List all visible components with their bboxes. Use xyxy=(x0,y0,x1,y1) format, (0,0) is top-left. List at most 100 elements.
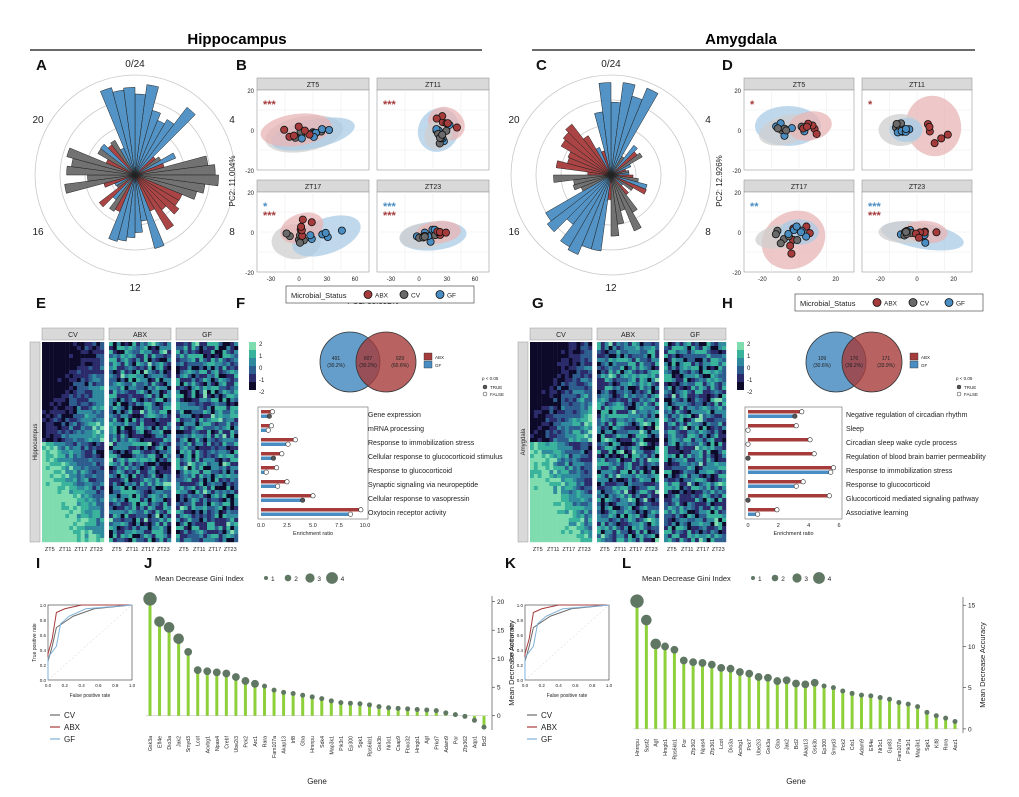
heatmap-cell xyxy=(639,494,644,499)
sample-point xyxy=(282,229,291,238)
heatmap-cell xyxy=(151,530,156,535)
heatmap-cell xyxy=(45,382,50,387)
heatmap-cell xyxy=(667,410,672,415)
heatmap-cell xyxy=(159,350,164,355)
heatmap-cell xyxy=(530,366,535,371)
heatmap-cell xyxy=(57,370,62,375)
heatmap-cell xyxy=(120,366,125,371)
heatmap-cell xyxy=(572,406,577,411)
heatmap-cell xyxy=(163,478,168,483)
heatmap-cell xyxy=(576,422,581,427)
heatmap-cell xyxy=(647,462,652,467)
heatmap-cell xyxy=(679,386,684,391)
heatmap-cell xyxy=(234,382,239,387)
heatmap-cell xyxy=(695,434,700,439)
heatmap-cell xyxy=(199,446,204,451)
heatmap-cell xyxy=(643,462,648,467)
heatmap-col-label: ZT11 xyxy=(193,547,205,553)
heatmap-cell xyxy=(533,478,538,483)
heatmap-cell xyxy=(143,414,148,419)
heatmap-cell xyxy=(226,438,231,443)
heatmap-cell xyxy=(207,346,212,351)
heatmap-cell xyxy=(628,446,633,451)
heatmap-cell xyxy=(706,350,711,355)
heatmap-cell xyxy=(96,490,101,495)
heatmap-cell xyxy=(222,350,227,355)
heatmap-cell xyxy=(92,534,97,539)
heatmap-cell xyxy=(620,510,625,515)
heatmap-cell xyxy=(195,454,200,459)
heatmap-cell xyxy=(651,390,656,395)
heatmap-cell xyxy=(530,418,535,423)
heatmap-cell xyxy=(698,442,703,447)
heatmap-cell xyxy=(541,386,546,391)
status-legend-dot xyxy=(435,290,445,299)
heatmap-cell xyxy=(226,530,231,535)
heatmap-cell xyxy=(199,506,204,511)
heatmap-cell xyxy=(128,410,133,415)
heatmap-cell xyxy=(576,414,581,419)
heatmap-cell xyxy=(92,454,97,459)
heatmap-cell xyxy=(120,350,125,355)
heatmap-cell xyxy=(624,446,629,451)
heatmap-cell xyxy=(691,350,696,355)
heatmap-cell xyxy=(698,346,703,351)
heatmap-cell xyxy=(600,402,605,407)
heatmap-cell xyxy=(655,458,660,463)
status-legend-label: CV xyxy=(411,293,421,300)
heatmap-cell xyxy=(191,354,196,359)
heatmap-cell xyxy=(159,430,164,435)
heatmap-cell xyxy=(53,454,58,459)
heatmap-cell xyxy=(608,378,613,383)
heatmap-cell xyxy=(628,426,633,431)
heatmap-cell xyxy=(600,354,605,359)
heatmap-cell xyxy=(616,358,621,363)
heatmap-cell xyxy=(155,490,160,495)
heatmap-cell xyxy=(57,454,62,459)
heatmap-cell xyxy=(151,478,156,483)
heatmap-cell xyxy=(612,486,617,491)
heatmap-cell xyxy=(128,482,133,487)
heatmap-cell xyxy=(222,394,227,399)
heatmap-col-label: ZT17 xyxy=(141,547,154,553)
heatmap-cell xyxy=(80,470,85,475)
heatmap-cell xyxy=(557,370,562,375)
heatmap-cell xyxy=(214,410,219,415)
heatmap-cell xyxy=(549,510,554,515)
heatmap-cell xyxy=(576,446,581,451)
heatmap-cell xyxy=(608,502,613,507)
heatmap-cell xyxy=(191,458,196,463)
heatmap-cell xyxy=(549,394,554,399)
heatmap-cell xyxy=(564,506,569,511)
heatmap-cell xyxy=(109,526,114,531)
heatmap-cell xyxy=(140,446,145,451)
heatmap-cell xyxy=(537,478,542,483)
heatmap-cell xyxy=(218,450,223,455)
heatmap-cell xyxy=(140,538,145,543)
heatmap-cell xyxy=(628,466,633,471)
status-legend-label: ABX xyxy=(884,301,898,308)
heatmap-cell xyxy=(687,342,692,347)
heatmap-cell xyxy=(57,462,62,467)
heatmap-cell xyxy=(132,438,137,443)
heatmap-cell xyxy=(671,350,676,355)
heatmap-cell xyxy=(647,382,652,387)
heatmap-cell xyxy=(234,414,239,419)
heatmap-cell xyxy=(647,494,652,499)
heatmap-cell xyxy=(73,482,78,487)
heatmap-cell xyxy=(616,466,621,471)
heatmap-cell xyxy=(116,522,121,527)
heatmap-cell xyxy=(620,426,625,431)
heatmap-cell xyxy=(553,406,558,411)
heatmap-cell xyxy=(207,450,212,455)
heatmap-cell xyxy=(230,450,235,455)
heatmap-cell xyxy=(702,422,707,427)
heatmap-cell xyxy=(545,486,550,491)
heatmap-cell xyxy=(557,366,562,371)
heatmap-cell xyxy=(222,458,227,463)
heatmap-cell xyxy=(143,502,148,507)
heatmap-cell xyxy=(639,466,644,471)
heatmap-cell xyxy=(675,430,680,435)
heatmap-cell xyxy=(568,394,573,399)
heatmap-cell xyxy=(639,374,644,379)
